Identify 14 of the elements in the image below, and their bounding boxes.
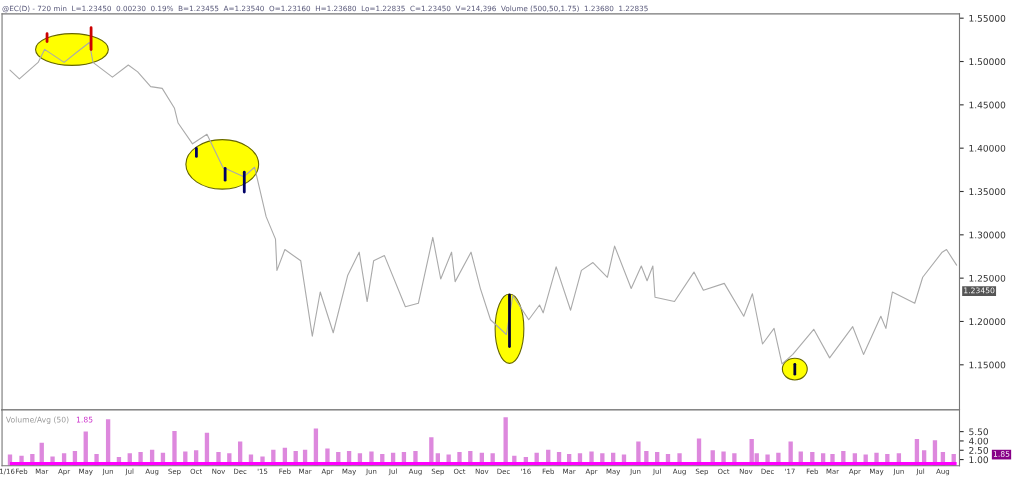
y-tick-label: 1.20000 bbox=[969, 318, 1006, 326]
y-tick-label: 1.40000 bbox=[969, 144, 1006, 152]
y-tick-label: 5.50 bbox=[969, 428, 989, 436]
y-tick-label: 4.00 bbox=[968, 437, 989, 445]
line-series bbox=[9, 41, 958, 365]
y-tick-label: 1.50000 bbox=[969, 58, 1006, 66]
y-tick-label: 1.35000 bbox=[969, 188, 1006, 196]
y-tick-label: 1.00 bbox=[969, 456, 989, 464]
y-tick-label: 1.55000 bbox=[969, 14, 1006, 22]
y-tick-label: 1.25000 bbox=[969, 274, 1006, 282]
y-tick-label: 1.45000 bbox=[969, 101, 1006, 109]
y-tick-label: 1.15000 bbox=[969, 361, 1006, 369]
y-tick-label: 2.50 bbox=[969, 446, 989, 454]
y-tick-label: 1.30000 bbox=[969, 231, 1006, 239]
